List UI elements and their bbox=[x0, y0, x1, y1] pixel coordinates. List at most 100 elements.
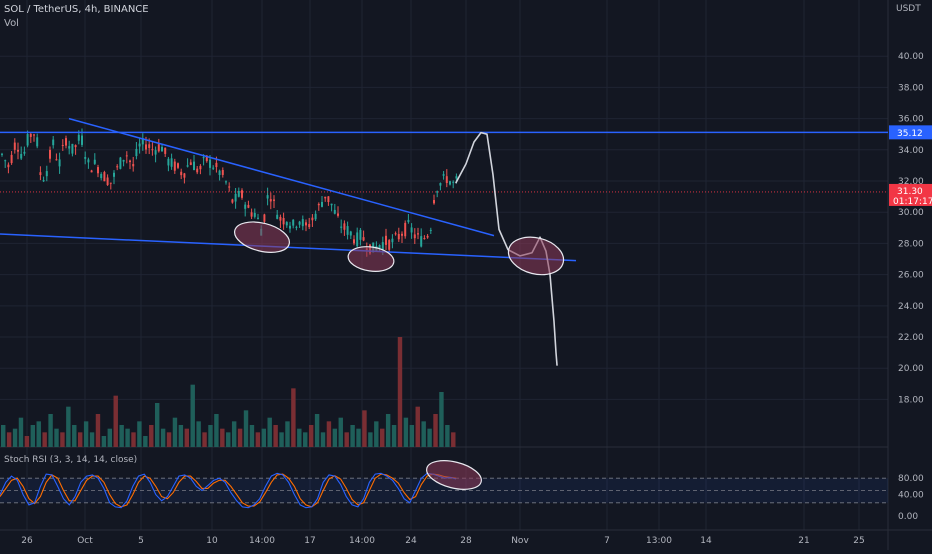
candle-body bbox=[177, 163, 179, 168]
candle-body bbox=[330, 203, 333, 206]
candle-body bbox=[103, 172, 106, 182]
candle-body bbox=[173, 161, 176, 171]
candle-body bbox=[231, 199, 234, 203]
drawings[interactable] bbox=[0, 117, 888, 366]
volume-bar bbox=[415, 406, 420, 447]
candle-body bbox=[10, 154, 13, 164]
stoch-tick-label: 0.00 bbox=[898, 512, 918, 522]
volume-bar bbox=[314, 414, 320, 447]
volume-bar bbox=[320, 432, 326, 447]
candle-body bbox=[151, 149, 154, 151]
candle-body bbox=[266, 195, 269, 199]
candle-body bbox=[449, 181, 451, 185]
volume-bar bbox=[427, 428, 432, 447]
volume-bar bbox=[178, 425, 184, 447]
candle-body bbox=[61, 145, 64, 147]
candle-body bbox=[212, 167, 215, 169]
candle-body bbox=[410, 227, 413, 233]
volume-bar bbox=[220, 428, 225, 447]
volume-bar bbox=[391, 425, 397, 447]
candle-body bbox=[199, 165, 202, 170]
level-price-tag-text: 35.12 bbox=[897, 129, 923, 139]
candle-body bbox=[221, 170, 224, 175]
candle-body bbox=[417, 233, 419, 235]
volume-bar bbox=[231, 421, 237, 447]
volume-bar bbox=[83, 421, 89, 447]
candle-body bbox=[65, 138, 67, 146]
volume-bar bbox=[12, 428, 18, 447]
candle-body bbox=[84, 157, 87, 159]
volume-bar bbox=[36, 421, 41, 447]
candle-body bbox=[247, 204, 250, 208]
volume-bar bbox=[297, 428, 302, 447]
stoch-rsi-pane bbox=[0, 460, 888, 509]
time-tick-label: 25 bbox=[853, 536, 864, 546]
stoch-d-line bbox=[0, 473, 457, 508]
candle-body bbox=[311, 217, 314, 221]
candle-body bbox=[196, 168, 199, 173]
volume-bar bbox=[6, 432, 12, 447]
stoch-rsi-label: Stoch RSI (3, 3, 14, 14, close) bbox=[4, 455, 138, 465]
candle-body bbox=[7, 164, 10, 168]
candle-body bbox=[186, 165, 189, 167]
candle-body bbox=[420, 236, 423, 247]
candle-body bbox=[337, 213, 339, 216]
candle-body bbox=[241, 190, 243, 198]
time-tick-label: 24 bbox=[405, 536, 417, 546]
candle-body bbox=[452, 181, 455, 183]
candle-body bbox=[93, 159, 96, 164]
volume-bar bbox=[356, 428, 361, 447]
candle-body bbox=[45, 171, 48, 177]
candle-body bbox=[161, 146, 163, 152]
time-tick-label: 13:00 bbox=[646, 536, 672, 546]
candle-body bbox=[23, 151, 26, 154]
volume-bar bbox=[385, 414, 391, 447]
volume-bar bbox=[143, 436, 148, 447]
time-tick-label: 28 bbox=[460, 536, 472, 546]
candle-body bbox=[305, 222, 307, 226]
volume-bar bbox=[350, 425, 355, 447]
time-tick-label: 10 bbox=[206, 536, 218, 546]
candle-body bbox=[285, 222, 288, 226]
time-tick-label: 5 bbox=[138, 536, 144, 546]
candle-body bbox=[327, 196, 330, 203]
candle-body bbox=[385, 235, 387, 245]
candle-body bbox=[33, 134, 35, 136]
candle-body bbox=[407, 219, 410, 223]
candle-body bbox=[301, 219, 304, 227]
stoch-tick-label: 40.00 bbox=[898, 491, 924, 501]
candle-body bbox=[445, 176, 448, 184]
volume-bar bbox=[279, 432, 284, 447]
volume-bar bbox=[113, 395, 118, 447]
candle-body bbox=[125, 155, 128, 157]
candle-body bbox=[71, 143, 74, 154]
volume-bar bbox=[445, 425, 450, 447]
price-tick-label: 32.00 bbox=[898, 177, 924, 187]
candle-countdown: 01:17:17 bbox=[893, 197, 932, 207]
price-tick-label: 24.00 bbox=[898, 302, 924, 312]
candle-body bbox=[74, 145, 77, 148]
candle-body bbox=[113, 172, 115, 177]
stoch-tick-label: 80.00 bbox=[898, 474, 924, 484]
candle-body bbox=[135, 148, 138, 157]
volume-bar bbox=[89, 432, 95, 447]
volume-bar bbox=[291, 388, 296, 447]
volume-bar bbox=[285, 421, 290, 447]
time-tick-label: Nov bbox=[511, 536, 529, 546]
candle-body bbox=[228, 186, 231, 188]
price-tick-label: 38.00 bbox=[898, 83, 924, 93]
descending-resistance-trendline bbox=[68, 117, 495, 237]
volume-bar bbox=[54, 428, 59, 447]
candle-body bbox=[423, 238, 426, 240]
highlight-ellipse bbox=[234, 221, 290, 253]
time-tick-label: 7 bbox=[604, 536, 610, 546]
candle-body bbox=[215, 162, 218, 168]
time-tick-label: Oct bbox=[77, 536, 93, 546]
candle-body bbox=[295, 226, 298, 228]
candle-body bbox=[439, 183, 442, 186]
volume-bar bbox=[397, 337, 403, 447]
candle-body bbox=[4, 160, 7, 162]
candle-body bbox=[138, 143, 141, 147]
